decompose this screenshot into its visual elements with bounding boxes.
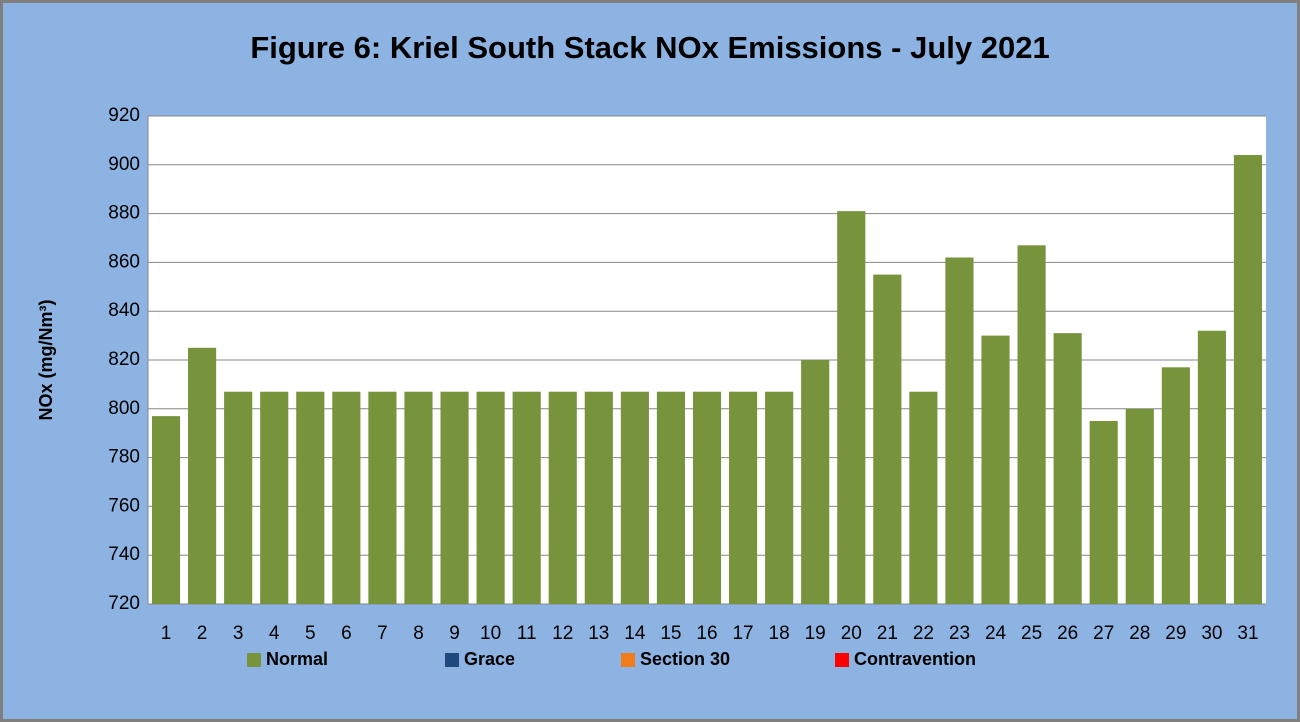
x-tick-label: 23: [949, 623, 970, 644]
bar: [404, 391, 433, 604]
bar: [728, 391, 758, 604]
x-tick-label: 7: [377, 623, 388, 644]
legend-label: Contravention: [854, 649, 976, 669]
bar: [945, 257, 974, 604]
y-tick-label: 780: [108, 447, 140, 468]
bar: [873, 274, 902, 604]
bar: [512, 391, 541, 604]
legend-swatch: [247, 653, 261, 667]
y-tick-label: 760: [108, 495, 140, 516]
x-tick-label: 25: [1021, 623, 1042, 644]
bar: [1161, 367, 1190, 604]
x-tick-label: 13: [588, 623, 609, 644]
y-tick-label: 900: [108, 154, 140, 175]
x-tick-label: 3: [233, 623, 244, 644]
x-tick-label: 18: [769, 623, 790, 644]
x-tick-label: 27: [1093, 623, 1114, 644]
x-tick-label: 11: [517, 623, 537, 644]
bar: [476, 391, 505, 604]
x-tick-label: 19: [805, 623, 826, 644]
bar: [909, 391, 938, 604]
y-tick-label: 860: [108, 251, 140, 272]
bar: [440, 391, 469, 604]
y-tick-label: 800: [108, 398, 140, 419]
bar: [620, 391, 649, 604]
x-tick-label: 12: [552, 623, 573, 644]
x-tick-label: 4: [269, 623, 280, 644]
x-tick-label: 15: [660, 623, 681, 644]
bar: [1089, 421, 1118, 604]
bar: [765, 391, 794, 604]
legend-label: Grace: [464, 649, 515, 669]
x-tick-label: 24: [985, 623, 1007, 644]
x-tick-label: 22: [913, 623, 934, 644]
legend-label: Normal: [266, 649, 328, 669]
bar: [332, 391, 361, 604]
y-tick-label: 840: [108, 300, 140, 321]
bar: [981, 335, 1010, 604]
legend-swatch: [835, 653, 849, 667]
x-tick-label: 10: [480, 623, 501, 644]
bar: [260, 391, 289, 604]
x-tick-label: 2: [197, 623, 208, 644]
x-tick-label: 8: [413, 623, 424, 644]
x-tick-label: 1: [161, 623, 172, 644]
x-tick-label: 9: [449, 623, 460, 644]
bar: [151, 416, 181, 604]
legend-label: Section 30: [640, 649, 730, 669]
y-tick-label: 920: [108, 105, 140, 126]
bar: [656, 391, 686, 604]
x-tick-label: 20: [841, 623, 862, 644]
chart-title: Figure 6: Kriel South Stack NOx Emission…: [250, 30, 1049, 65]
x-tick-label: 6: [341, 623, 352, 644]
bar: [188, 347, 217, 604]
x-tick-label: 5: [305, 623, 316, 644]
x-tick-label: 17: [732, 623, 753, 644]
bar: [1197, 330, 1226, 604]
bar: [296, 391, 325, 604]
bar: [837, 211, 866, 604]
bar: [801, 360, 830, 604]
bar: [1233, 155, 1263, 605]
bar: [548, 391, 577, 604]
x-tick-label: 14: [624, 623, 646, 644]
legend-swatch: [445, 653, 459, 667]
x-tick-label: 16: [696, 623, 717, 644]
y-tick-label: 820: [108, 349, 140, 370]
x-tick-label: 28: [1129, 623, 1150, 644]
bar: [1053, 333, 1082, 604]
x-tick-label: 29: [1165, 623, 1186, 644]
y-tick-label: 880: [108, 203, 140, 224]
x-tick-label: 26: [1057, 623, 1078, 644]
y-tick-label: 720: [108, 593, 140, 614]
bar: [1125, 408, 1154, 604]
x-tick-label: 21: [877, 623, 898, 644]
bar: [692, 391, 722, 604]
bar: [584, 391, 613, 604]
x-tick-label: 31: [1237, 623, 1258, 644]
bar: [368, 391, 397, 604]
bar: [224, 391, 253, 604]
y-axis-label: NOx (mg/Nm³): [36, 299, 56, 420]
x-tick-label: 30: [1201, 623, 1222, 644]
y-tick-label: 740: [108, 544, 140, 565]
bar: [1017, 245, 1046, 604]
legend-swatch: [621, 653, 635, 667]
